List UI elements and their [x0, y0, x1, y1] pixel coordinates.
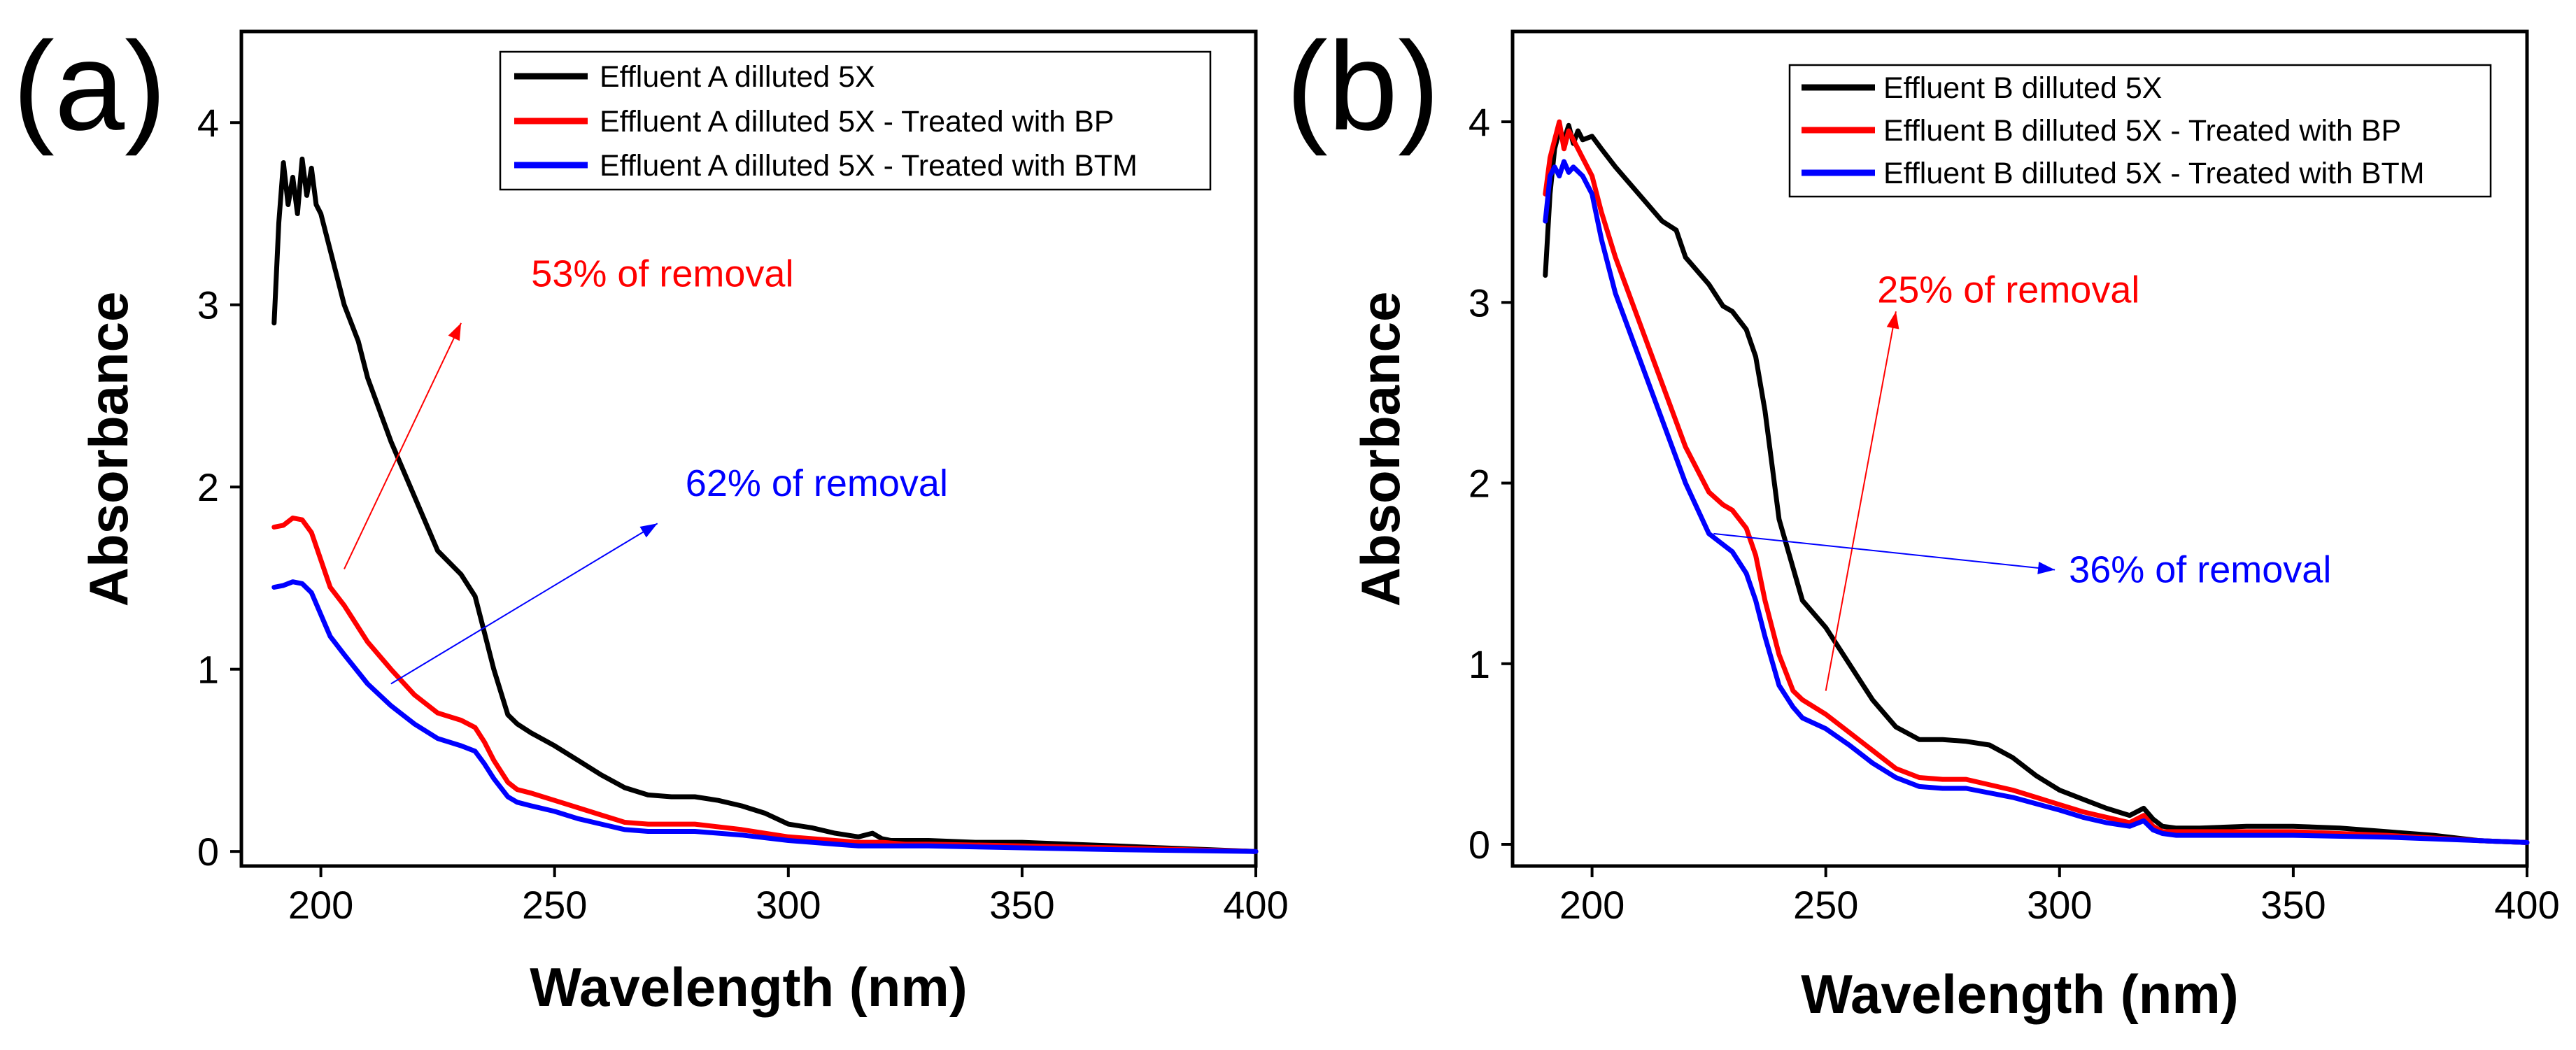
y-tick-label: 3: [1469, 281, 1490, 325]
annotations: 25% of removal 36% of removal: [1713, 269, 2331, 691]
y-tick-label: 1: [197, 648, 219, 692]
y-tick-label: 4: [1469, 100, 1490, 144]
y-tick-label: 0: [197, 830, 219, 874]
annotation-label: 36% of removal: [2069, 549, 2331, 591]
x-tick-label: 200: [288, 883, 353, 927]
x-tick-label: 300: [2027, 883, 2092, 927]
series-line: [1543, 159, 2530, 845]
y-tick-label: 0: [1469, 823, 1490, 867]
x-axis-title: Wavelength (nm): [530, 956, 967, 1018]
legend-entry: Effluent A dilluted 5X - Treated with BT…: [600, 149, 1138, 183]
annotation-label: 53% of removal: [531, 253, 793, 295]
panel-b: (b) 200 250 300 350 400 0 1 2 3 4 25% of removal 3…: [1286, 16, 2560, 1025]
series-group: [271, 156, 1259, 854]
annotation-label: 62% of removal: [686, 462, 948, 504]
x-tick-label: 200: [1559, 883, 1625, 927]
series-line: [1543, 119, 2530, 845]
arrow-head: [448, 322, 462, 341]
axis-ticks: 200 250 300 350 400 0 1 2 3 4: [197, 101, 1289, 927]
legend: Effluent B dilluted 5X Effluent B dillut…: [1788, 64, 2492, 198]
series-line: [271, 579, 1259, 854]
panel-label: (a): [13, 16, 167, 157]
x-axis-title: Wavelength (nm): [1801, 963, 2238, 1025]
legend-entry: Effluent B dilluted 5X: [1883, 71, 2162, 105]
annotation-arrow: [390, 523, 658, 685]
annotation-arrow: [1825, 311, 1897, 691]
x-tick-label: 400: [1223, 883, 1288, 927]
axis-ticks: 200 250 300 350 400 0 1 2 3 4: [1469, 100, 2560, 927]
y-tick-label: 4: [197, 101, 219, 145]
y-tick-label: 3: [197, 283, 219, 327]
y-axis-title: Absorbance: [1350, 292, 1411, 607]
plot-frame: [239, 29, 1258, 868]
legend-entry: Effluent A dilluted 5X - Treated with BP: [600, 105, 1114, 139]
legend-entry: Effluent B dilluted 5X - Treated with BP: [1883, 114, 2401, 148]
arrow-head: [639, 523, 658, 538]
annotation-arrow: [1713, 532, 2055, 571]
legend-entry: Effluent A dilluted 5X: [600, 60, 875, 94]
series-line: [1543, 122, 2530, 845]
x-tick-label: 300: [756, 883, 821, 927]
legend: Effluent A dilluted 5X Effluent A dillut…: [499, 50, 1212, 191]
annotation-arrow: [344, 322, 462, 569]
y-tick-label: 1: [1469, 642, 1490, 686]
panel-label: (b): [1286, 16, 1440, 157]
x-tick-label: 250: [522, 883, 587, 927]
panel-a: (a) 200 250 300 350 400 0 1 2 3 4 53% of removal 6…: [13, 16, 1289, 1018]
legend-entry: Effluent B dilluted 5X - Treated with BT…: [1883, 157, 2425, 190]
y-axis-title: Absorbance: [78, 292, 139, 607]
x-tick-label: 400: [2494, 883, 2559, 927]
arrow-head: [2037, 562, 2055, 574]
legend-box: [499, 50, 1212, 191]
x-tick-label: 350: [2260, 883, 2326, 927]
x-tick-label: 250: [1793, 883, 1858, 927]
y-tick-label: 2: [1469, 462, 1490, 506]
plot-frame: [1510, 29, 2529, 868]
y-tick-label: 2: [197, 465, 219, 509]
annotations: 53% of removal 62% of removal: [344, 253, 948, 685]
arrow-head: [1886, 311, 1899, 329]
x-tick-label: 350: [989, 883, 1054, 927]
annotation-label: 25% of removal: [1877, 269, 2139, 311]
series-group: [1543, 119, 2530, 845]
series-line: [271, 516, 1259, 854]
series-line: [271, 156, 1259, 854]
legend-box: [1788, 64, 2492, 198]
